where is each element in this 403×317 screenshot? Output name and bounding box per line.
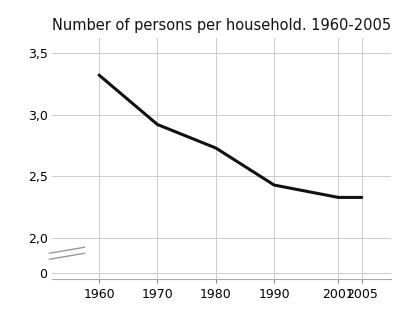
Text: Number of persons per household. 1960-2005: Number of persons per household. 1960-20… — [52, 18, 392, 33]
